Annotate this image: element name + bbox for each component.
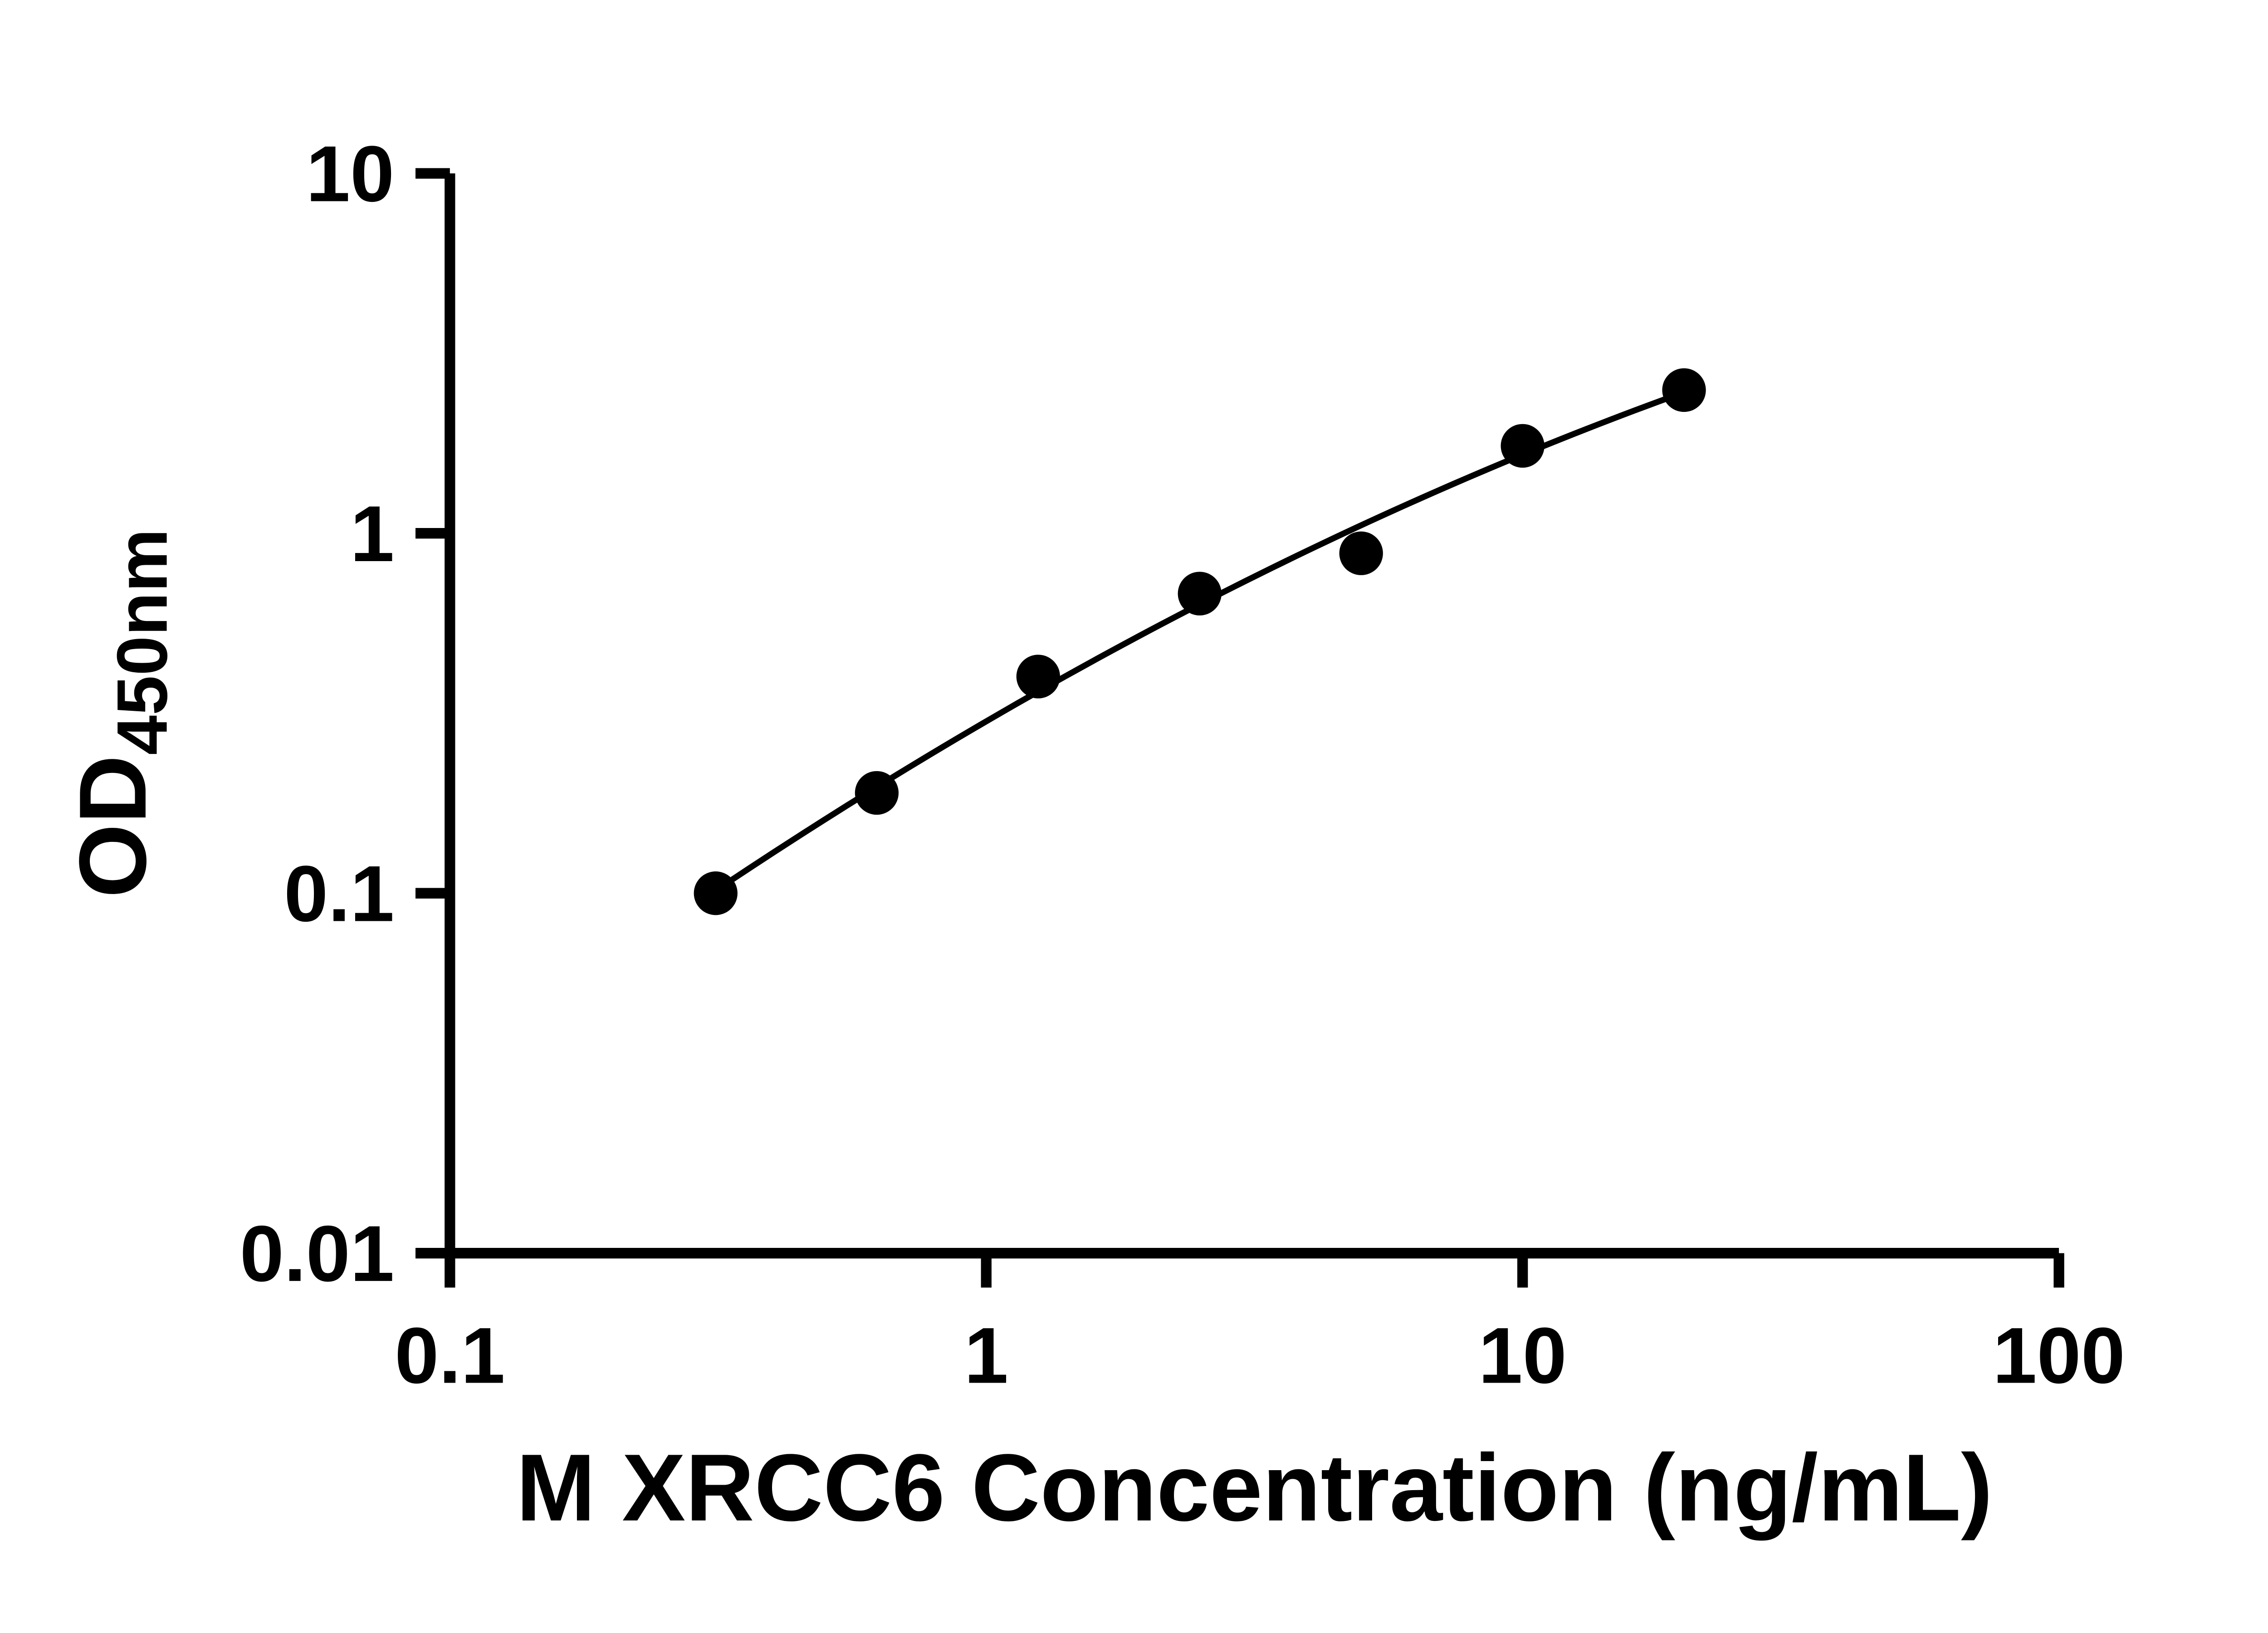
x-tick-label: 1 [964,1312,1008,1400]
data-point [1178,572,1222,616]
data-point [1662,368,1706,412]
fit-line [712,389,1685,895]
y-tick-label: 0.1 [284,850,394,938]
y-axis-title-main: OD [59,755,166,898]
x-tick-label: 10 [1478,1312,1567,1400]
data-point [855,771,899,815]
data-point [1339,531,1383,575]
x-axis-title: M XRCC6 Concentration (ng/mL) [516,1434,1993,1541]
data-point [694,871,738,915]
x-tick-label: 100 [1993,1312,2125,1400]
data-point [1016,655,1060,699]
y-tick-label: 1 [350,490,394,578]
axis-lines [445,173,2059,1259]
y-tick-label: 10 [306,130,395,219]
x-tick-label: 0.1 [395,1312,505,1400]
y-axis-title: OD450nm [59,528,182,898]
y-tick-label: 0.01 [240,1210,395,1298]
data-point [1501,424,1545,468]
y-axis-title-sub: 450nm [103,528,182,755]
